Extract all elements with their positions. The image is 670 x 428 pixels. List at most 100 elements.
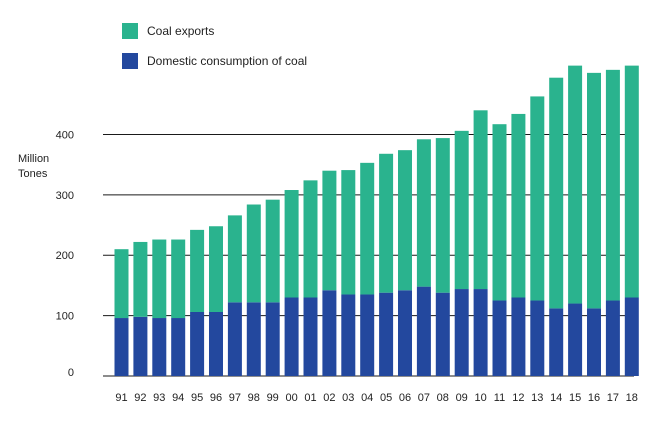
bar-exports-13 [530,96,545,301]
x-tick-label-96: 96 [210,392,222,404]
y-tick-label: 0 [68,367,74,379]
y-axis-label: Million Tones [18,153,49,180]
bar-domestic-95 [190,311,205,376]
bar-exports-03 [341,170,356,295]
bar-exports-96 [209,226,223,312]
x-tick-label-03: 03 [342,392,354,404]
bar-domestic-06 [398,290,412,376]
x-tick-label-97: 97 [229,392,241,404]
bar-exports-18 [624,65,639,298]
x-axis-ticks: 91 92 93 94 95 96 97 98 99 00 01 02 03 04 05 06 07 08 09 10… [115,392,638,404]
bar-domestic-97 [227,302,242,376]
y-axis-label-line-1: Million [18,153,49,165]
bar-domestic-00 [284,297,299,376]
bar-domestic-15 [568,303,583,376]
legend-label-domestic-consumption: Domestic consumption of coal [147,54,307,68]
bar-domestic-02 [322,290,337,376]
x-tick-label-17: 17 [607,392,619,404]
x-tick-label-16: 16 [588,392,600,404]
bar-domestic-05 [379,292,394,376]
bar-domestic-16 [587,308,601,376]
y-tick-label: 400 [56,129,74,141]
x-tick-label-12: 12 [512,392,524,404]
x-tick-label-13: 13 [531,392,543,404]
bar-exports-97 [227,215,242,303]
legend-swatch-domestic-consumption [122,53,138,69]
bar-exports-11 [492,124,507,301]
bar-domestic-10 [473,289,488,376]
y-tick-label: 200 [56,250,74,262]
bar-exports-99 [265,199,280,303]
bar-domestic-98 [246,302,261,376]
x-tick-label-18: 18 [626,392,638,404]
bar-exports-98 [246,204,261,303]
bar-domestic-93 [152,318,167,376]
bar-domestic-08 [435,292,450,376]
x-tick-label-93: 93 [153,392,165,404]
x-tick-label-98: 98 [248,392,260,404]
bar-domestic-07 [416,286,431,376]
legend: Coal exports Domestic consumption of coa… [122,23,307,69]
bar-exports-95 [190,229,205,312]
bar-exports-16 [587,72,601,309]
x-tick-label-07: 07 [418,392,430,404]
bar-domestic-17 [605,300,620,376]
x-tick-label-15: 15 [569,392,581,404]
y-axis-ticks: 0 100 200 300 400 [56,129,74,379]
y-axis-label-line-2: Tones [18,168,48,180]
x-tick-label-09: 09 [456,392,468,404]
x-tick-label-99: 99 [267,392,279,404]
x-tick-label-14: 14 [550,392,562,404]
y-tick-label: 300 [56,190,74,202]
bar-exports-01 [303,180,318,298]
bar-domestic-99 [265,302,280,376]
bar-exports-08 [435,138,450,293]
bar-domestic-96 [209,311,223,376]
bar-domestic-04 [360,294,375,376]
bar-domestic-09 [454,289,469,376]
bar-domestic-14 [549,308,564,376]
bar-exports-91 [114,249,129,319]
bar-exports-12 [511,113,526,298]
x-tick-label-00: 00 [285,392,297,404]
x-tick-label-10: 10 [474,392,486,404]
bar-domestic-11 [492,300,507,376]
x-tick-label-05: 05 [380,392,392,404]
x-tick-label-08: 08 [437,392,449,404]
bar-exports-17 [605,69,620,301]
bar-exports-02 [322,170,337,291]
bar-domestic-91 [114,318,129,376]
x-tick-label-91: 91 [115,392,127,404]
x-tick-label-95: 95 [191,392,203,404]
y-tick-label: 100 [56,311,74,323]
bar-exports-15 [568,65,583,304]
x-tick-label-94: 94 [172,392,184,404]
bars [114,65,639,376]
x-tick-label-04: 04 [361,392,373,404]
x-tick-label-02: 02 [323,392,335,404]
bar-domestic-18 [624,297,639,376]
x-tick-label-06: 06 [399,392,411,404]
bar-exports-14 [549,77,564,309]
bar-domestic-92 [133,316,148,376]
bar-domestic-01 [303,297,318,376]
bar-exports-06 [398,150,412,291]
bar-exports-94 [171,239,186,319]
bar-exports-07 [416,139,431,287]
bar-exports-05 [379,153,394,293]
x-tick-label-01: 01 [304,392,316,404]
bar-domestic-13 [530,300,545,376]
bar-exports-10 [473,110,488,290]
x-tick-label-11: 11 [494,392,505,404]
legend-swatch-coal-exports [122,23,138,39]
bar-exports-09 [454,130,469,290]
x-tick-label-92: 92 [134,392,146,404]
bar-domestic-12 [511,297,526,376]
bar-domestic-94 [171,318,186,376]
bar-exports-04 [360,162,375,295]
bar-exports-93 [152,239,167,319]
bar-domestic-03 [341,294,356,376]
bar-exports-92 [133,241,148,317]
bar-exports-00 [284,190,299,298]
